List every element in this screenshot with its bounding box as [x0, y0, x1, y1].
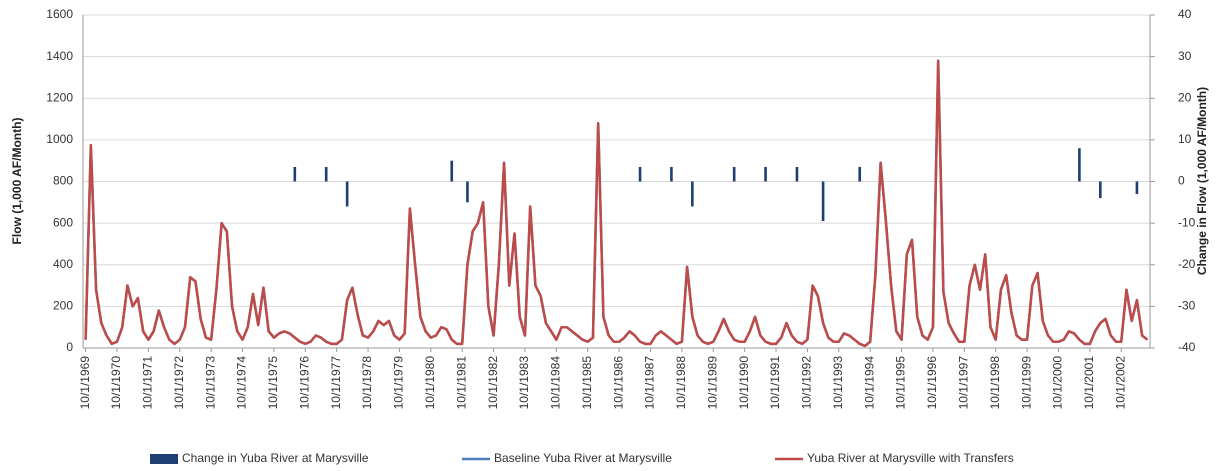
x-tick-label: 10/1/1997 — [956, 356, 970, 410]
y2-tick-label: 0 — [1178, 174, 1185, 188]
x-tick-label: 10/1/1971 — [141, 356, 155, 410]
x-tick-label: 10/1/1986 — [611, 356, 625, 410]
bar — [1099, 181, 1102, 199]
y2-tick-label: 20 — [1178, 90, 1192, 104]
y-tick-label: 200 — [53, 299, 73, 313]
bar — [795, 166, 799, 182]
x-tick-label: 10/1/1981 — [454, 356, 468, 410]
x-tick-label: 10/1/1995 — [894, 356, 908, 410]
x-tick-label: 10/1/1992 — [800, 356, 814, 410]
legend-label: Change in Yuba River at Marysville — [182, 451, 369, 465]
bar — [691, 181, 694, 207]
bar — [858, 166, 862, 182]
x-tick-label: 10/1/1974 — [235, 356, 249, 410]
x-tick-label: 10/1/1980 — [423, 356, 437, 410]
x-tick-label: 10/1/2000 — [1051, 356, 1065, 410]
x-tick-label: 10/1/1983 — [517, 356, 531, 410]
bar — [1078, 148, 1081, 182]
x-tick-label: 10/1/1970 — [109, 356, 123, 410]
legend-label: Baseline Yuba River at Marysville — [494, 451, 672, 465]
x-tick-label: 10/1/1989 — [705, 356, 719, 410]
y2-tick-label: 40 — [1178, 7, 1192, 21]
y2-tick-label: 30 — [1178, 49, 1192, 63]
x-tick-label: 10/1/1979 — [392, 356, 406, 410]
x-tick-label: 10/1/1969 — [78, 356, 92, 410]
y2-tick-label: -40 — [1178, 340, 1196, 354]
y-tick-label: 1400 — [46, 49, 73, 63]
line — [84, 59, 1149, 348]
bar — [324, 166, 328, 182]
x-tick-label: 10/1/1976 — [297, 356, 311, 410]
bar — [466, 181, 469, 203]
bar — [764, 166, 767, 182]
y-tick-label: 600 — [53, 215, 73, 229]
x-tick-label: 10/1/1991 — [768, 356, 782, 410]
y-axis-title: Flow (1,000 AF/Month) — [10, 118, 24, 245]
y2-tick-label: -20 — [1178, 257, 1196, 271]
x-tick-label: 10/1/1993 — [831, 356, 845, 410]
x-tick-label: 10/1/1990 — [737, 356, 751, 410]
y-tick-label: 400 — [53, 257, 73, 271]
x-tick-label: 10/1/1988 — [674, 356, 688, 410]
bar — [670, 166, 673, 182]
bar — [1135, 181, 1139, 194]
x-tick-label: 10/1/1977 — [329, 356, 343, 410]
x-tick-label: 10/1/1972 — [172, 356, 186, 410]
x-tick-label: 10/1/2002 — [1113, 356, 1127, 410]
y2-tick-label: -30 — [1178, 299, 1196, 313]
bar — [450, 160, 454, 182]
bar — [638, 166, 642, 182]
bar — [293, 166, 297, 182]
x-tick-label: 10/1/1973 — [203, 356, 217, 410]
x-tick-label: 10/1/1996 — [925, 356, 939, 410]
x-tick-label: 10/1/1975 — [266, 356, 280, 410]
bar — [732, 166, 736, 182]
bar — [345, 181, 349, 207]
x-tick-label: 10/1/1987 — [643, 356, 657, 410]
y-tick-label: 1200 — [46, 90, 73, 104]
legend-label: Yuba River at Marysville with Transfers — [807, 451, 1014, 465]
x-tick-label: 10/1/1982 — [486, 356, 500, 410]
bar — [821, 181, 825, 222]
x-tick-label: 10/1/1984 — [549, 356, 563, 410]
x-tick-label: 10/1/1985 — [580, 356, 594, 410]
y2-tick-label: 10 — [1178, 132, 1192, 146]
y-tick-label: 1000 — [46, 132, 73, 146]
y2-tick-label: -10 — [1178, 215, 1196, 229]
x-tick-label: 10/1/1994 — [862, 356, 876, 410]
y-tick-label: 1600 — [46, 7, 73, 21]
y2-axis-title: Change in Flow (1,000 AF/Month) — [1195, 87, 1209, 275]
y-tick-label: 800 — [53, 174, 73, 188]
x-tick-label: 10/1/1999 — [1019, 356, 1033, 410]
x-tick-label: 10/1/2001 — [1082, 356, 1096, 410]
x-tick-label: 10/1/1998 — [988, 356, 1002, 410]
y-tick-label: 0 — [66, 340, 73, 354]
x-tick-label: 10/1/1978 — [360, 356, 374, 410]
legend-swatch — [150, 454, 178, 464]
